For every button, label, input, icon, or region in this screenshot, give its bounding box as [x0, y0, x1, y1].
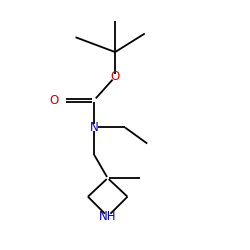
Text: N: N [90, 121, 98, 134]
Text: O: O [110, 70, 120, 83]
Text: NH: NH [99, 210, 116, 223]
Text: O: O [49, 94, 58, 107]
